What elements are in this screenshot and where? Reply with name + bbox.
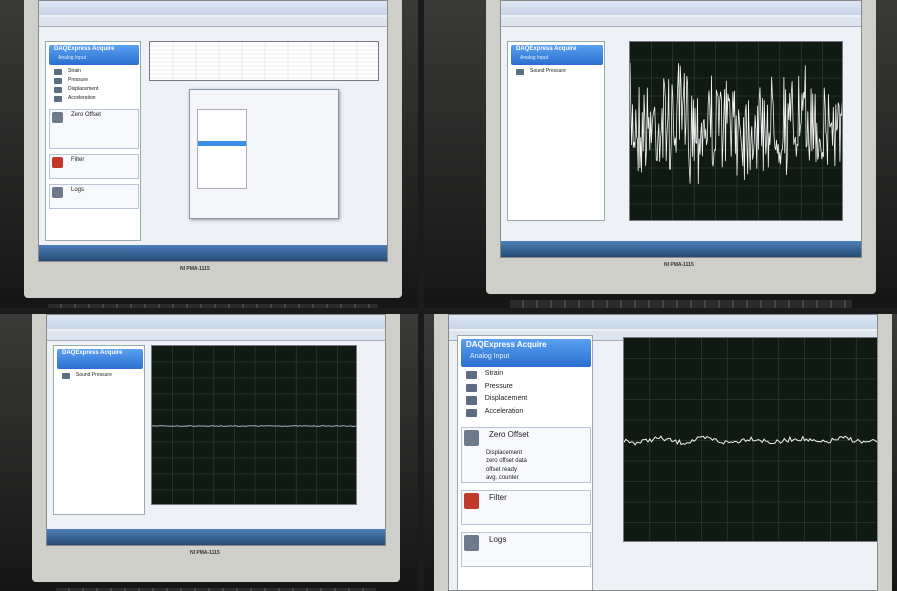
section-icon <box>52 112 63 123</box>
channel-icon <box>54 96 62 102</box>
plot-area <box>151 345 357 505</box>
sidebar: DAQExpress Acquire Analog Input Strain Pres… <box>457 335 593 591</box>
taskbar <box>501 241 862 258</box>
plot-area <box>623 337 878 542</box>
plot-area <box>629 41 843 221</box>
signal-trace <box>152 426 357 427</box>
channel-icon <box>54 69 62 75</box>
plot-canvas <box>150 42 379 81</box>
plot-canvas <box>152 346 357 505</box>
channel-icon <box>466 409 477 417</box>
section-box <box>461 532 591 567</box>
plot-canvas <box>630 42 843 221</box>
channel-icon <box>516 69 524 75</box>
screen: DAQExpress Acquire Sound Pressure <box>46 314 386 546</box>
channel-name: Strain <box>68 68 81 74</box>
channel-name: Strain <box>485 370 503 377</box>
photo-panel: DAQExpress Acquire Analog Input Strain Pres… <box>424 314 897 591</box>
section-title: Zero Offset <box>71 112 101 118</box>
channel-name: Displacement <box>485 395 527 402</box>
channel-name: Acceleration <box>68 95 96 101</box>
photo-panel: NI PMA-1115 DAQExpress Acquire Analog Inpu… <box>0 0 418 308</box>
section-item: offset ready <box>486 467 517 473</box>
sidebar: DAQExpress Acquire Analog Input Sound Pres… <box>507 41 605 221</box>
channel-name: Acceleration <box>485 408 524 415</box>
brand-label: NI PMA-1115 <box>664 262 694 268</box>
window-tabs <box>501 17 862 27</box>
sidebar-title: DAQExpress Acquire <box>54 46 114 52</box>
sidebar-subtitle: Analog Input <box>470 353 509 360</box>
sidebar: DAQExpress Acquire Sound Pressure <box>53 345 145 515</box>
taskbar <box>39 245 388 262</box>
photo-panel: NI PMA-1115 DAQExpress Acquire Sound Press… <box>0 314 418 591</box>
channel-name: Pressure <box>68 77 88 83</box>
channel-icon <box>54 87 62 93</box>
plot-area <box>149 41 379 81</box>
section-icon <box>464 493 479 508</box>
sidebar-title: DAQExpress Acquire <box>516 46 576 52</box>
section-icon <box>464 535 479 550</box>
keyboard <box>510 300 852 308</box>
window-toolbar <box>39 1 388 15</box>
keyboard <box>48 304 378 308</box>
sidebar-title: DAQExpress Acquire <box>466 340 547 349</box>
section-title: Zero Offset <box>489 430 529 439</box>
window-tabs <box>39 17 388 27</box>
brand-label: NI PMA-1115 <box>190 550 220 556</box>
screen: DAQExpress Acquire Analog Input Sound Pres… <box>500 0 862 258</box>
section-title: Logs <box>489 535 506 544</box>
sidebar: DAQExpress Acquire Analog Input Strain Pres… <box>45 41 141 241</box>
channel-icon <box>62 373 70 379</box>
channel-icon <box>466 384 477 392</box>
window-toolbar <box>501 1 862 15</box>
channel-name: Sound Pressure <box>530 68 566 74</box>
channel-icon <box>466 396 477 404</box>
section-icon <box>464 430 479 445</box>
channel-name: Displacement <box>68 86 98 92</box>
window-toolbar <box>47 315 386 329</box>
section-title: Logs <box>71 187 84 193</box>
channel-icon <box>54 78 62 84</box>
sidebar-subtitle: Analog Input <box>58 55 86 61</box>
window-toolbar <box>449 315 878 329</box>
section-icon <box>52 187 63 198</box>
section-box <box>461 490 591 525</box>
section-item: zero offset data <box>486 458 527 464</box>
plot-canvas <box>624 338 878 542</box>
window-tabs <box>47 331 386 341</box>
channel-icon <box>466 371 477 379</box>
section-title: Filter <box>489 493 507 502</box>
photo-collage: NI PMA-1115 DAQExpress Acquire Analog Inpu… <box>0 0 897 591</box>
sidebar-subtitle: Analog Input <box>520 55 548 61</box>
brand-label: NI PMA-1115 <box>180 266 210 272</box>
sidebar-title: DAQExpress Acquire <box>62 350 122 356</box>
channel-name: Pressure <box>485 383 513 390</box>
taskbar <box>47 529 386 546</box>
channel-name: Sound Pressure <box>76 372 112 378</box>
signal-trace <box>630 63 843 185</box>
section-title: Filter <box>71 157 84 163</box>
channel-list <box>197 109 247 189</box>
section-icon <box>52 157 63 168</box>
section-item: Displacement <box>486 450 522 456</box>
screen: DAQExpress Acquire Analog Input Strain Pres… <box>448 314 878 591</box>
selected-row <box>198 141 246 146</box>
screen: DAQExpress Acquire Analog Input Strain Pres… <box>38 0 388 262</box>
section-item: avg. counter <box>486 475 519 481</box>
photo-panel: NI PMA-1115 DAQExpress Acquire Analog Inpu… <box>424 0 897 308</box>
